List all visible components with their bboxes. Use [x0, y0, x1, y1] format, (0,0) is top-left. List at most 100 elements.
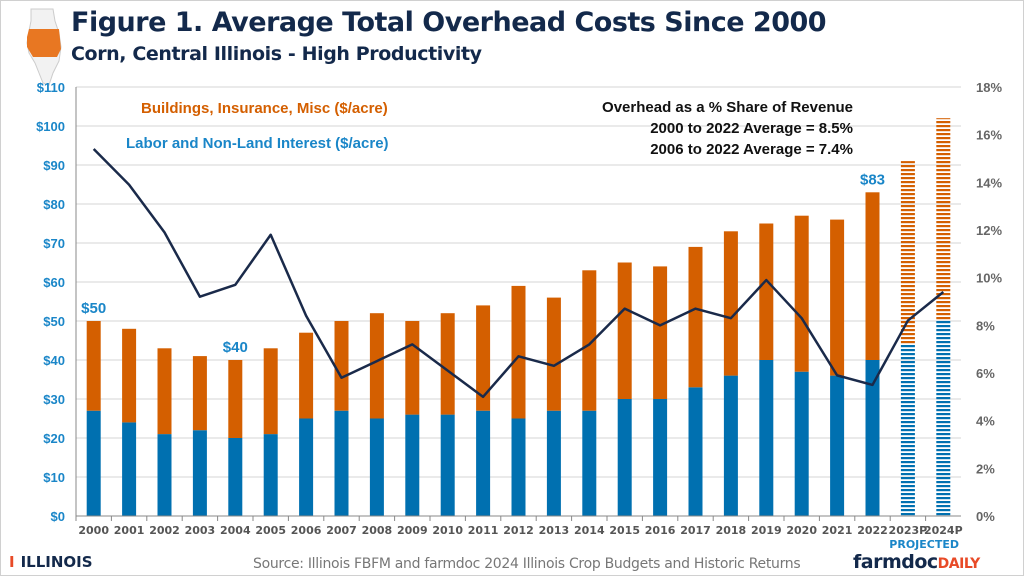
bar-labor — [794, 371, 809, 516]
bar-buildings — [865, 192, 880, 360]
x-tick-label: 2012 — [503, 524, 534, 537]
bar-labor — [830, 375, 845, 516]
legend-labor: Labor and Non-Land Interest ($/acre) — [126, 135, 389, 152]
bar-buildings — [511, 285, 526, 419]
x-tick-label: 2016 — [645, 524, 676, 537]
bar-buildings — [653, 266, 668, 399]
x-tick-label: 2021 — [822, 524, 853, 537]
y-tick-label: $110 — [37, 80, 65, 95]
bar-buildings — [440, 313, 455, 415]
bar-buildings — [830, 219, 845, 376]
bar-labor — [192, 430, 207, 516]
x-tick-label: 2008 — [362, 524, 393, 537]
legend-buildings: Buildings, Insurance, Misc ($/acre) — [141, 100, 388, 117]
bar-buildings — [900, 161, 915, 345]
x-tick-label: 2002 — [149, 524, 180, 537]
bar-buildings — [688, 246, 703, 388]
y2-tick-label: 8% — [976, 318, 995, 333]
farmdoc-daily-logo: farmdocDAILY — [853, 551, 980, 573]
y2-tick-label: 4% — [976, 414, 995, 429]
bar-buildings — [617, 262, 632, 399]
x-tick-label: 2004 — [220, 524, 251, 537]
y-tick-label: $50 — [43, 314, 65, 329]
x-tick-label: 2001 — [114, 524, 145, 537]
x-tick-label: 2019 — [751, 524, 782, 537]
x-tick-label: 2018 — [716, 524, 747, 537]
y-tick-label: $30 — [43, 392, 65, 407]
y-tick-label: $60 — [43, 275, 65, 290]
y-tick-label: $40 — [43, 353, 65, 368]
bar-labor — [511, 418, 526, 516]
x-tick-label: 2014 — [574, 524, 605, 537]
bar-buildings — [723, 231, 738, 376]
data-label: $50 — [81, 300, 106, 317]
x-tick-label: 2005 — [255, 524, 286, 537]
x-tick-label: 2003 — [185, 524, 216, 537]
bar-labor — [582, 410, 597, 516]
bar-buildings — [546, 297, 561, 411]
bar-buildings — [369, 313, 384, 419]
x-tick-label: 2022 — [857, 524, 888, 537]
y2-tick-label: 10% — [976, 271, 1002, 286]
data-label: $40 — [223, 339, 248, 356]
note-title: Overhead as a % Share of Revenue — [602, 99, 853, 116]
bar-buildings — [405, 321, 420, 415]
note-avg-2000: 2000 to 2022 Average = 8.5% — [650, 120, 853, 137]
bar-buildings — [476, 305, 491, 411]
bar-labor — [653, 399, 668, 516]
source-note: Source: Illinois FBFM and farmdoc 2024 I… — [253, 556, 801, 572]
bar-buildings — [122, 328, 137, 423]
bar-labor — [617, 399, 632, 516]
y2-tick-label: 0% — [976, 509, 995, 524]
bar-labor — [228, 438, 243, 516]
bar-buildings — [299, 332, 314, 419]
y2-tick-label: 2% — [976, 461, 995, 476]
bar-labor — [546, 410, 561, 516]
x-tick-label: 2009 — [397, 524, 428, 537]
x-tick-label: 2024P — [924, 524, 963, 537]
x-tick-label: 2015 — [609, 524, 640, 537]
bar-buildings — [759, 223, 774, 360]
bar-labor — [86, 410, 101, 516]
bar-labor — [476, 410, 491, 516]
bar-labor — [900, 344, 915, 516]
y2-tick-label: 6% — [976, 366, 995, 381]
bar-buildings — [86, 321, 101, 411]
projected-label: PROJECTED — [889, 538, 959, 551]
bar-labor — [405, 414, 420, 516]
bar-labor — [334, 410, 349, 516]
y-tick-label: $70 — [43, 236, 65, 251]
y-tick-label: $100 — [36, 119, 65, 134]
bar-buildings — [263, 348, 278, 435]
y-tick-label: $10 — [43, 470, 65, 485]
bar-labor — [263, 434, 278, 516]
x-tick-label: 2023P — [889, 524, 928, 537]
illinois-map-icon — [26, 8, 62, 86]
bar-labor — [369, 418, 384, 516]
y2-tick-label: 14% — [976, 175, 1002, 190]
bar-buildings — [228, 360, 243, 438]
y-tick-label: $20 — [43, 431, 65, 446]
bar-labor — [157, 434, 172, 516]
data-label: $83 — [860, 171, 885, 188]
y-tick-label: $90 — [43, 158, 65, 173]
x-tick-label: 2007 — [326, 524, 357, 537]
y2-tick-label: 12% — [976, 223, 1002, 238]
x-tick-label: 2011 — [468, 524, 499, 537]
bar-labor — [936, 321, 951, 516]
x-tick-label: 2010 — [432, 524, 463, 537]
bar-labor — [688, 387, 703, 516]
y-tick-label: $0 — [51, 509, 65, 524]
bar-buildings — [794, 215, 809, 372]
y-tick-label: $80 — [43, 197, 65, 212]
bar-buildings — [157, 348, 172, 435]
bar-labor — [759, 360, 774, 516]
y2-tick-label: 18% — [976, 80, 1002, 95]
bar-labor — [122, 422, 137, 516]
bar-labor — [723, 375, 738, 516]
bar-labor — [299, 418, 314, 516]
bar-labor — [865, 360, 880, 516]
x-tick-label: 2020 — [786, 524, 817, 537]
